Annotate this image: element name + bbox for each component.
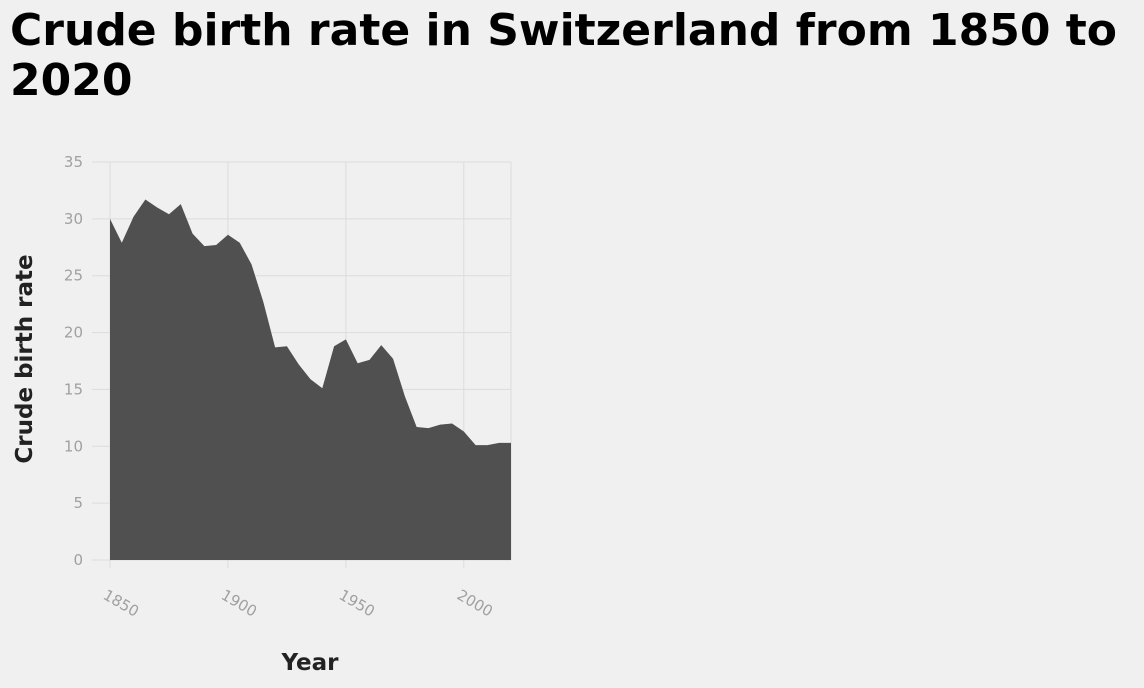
y-tick-label: 10 — [64, 437, 83, 455]
x-tick-label: 1900 — [218, 586, 260, 621]
y-tick-label: 20 — [64, 324, 83, 342]
plot-area — [110, 199, 511, 560]
x-tick-label: 1850 — [100, 586, 142, 621]
x-tick-label: 2000 — [454, 586, 496, 621]
y-tick-label: 35 — [64, 153, 83, 171]
y-tick-label: 15 — [64, 380, 83, 398]
x-tick-label: 1950 — [336, 586, 378, 621]
y-axis-title: Crude birth rate — [12, 254, 38, 463]
chart-title: Crude birth rate in Switzerland from 185… — [10, 5, 1118, 106]
y-tick-label: 30 — [64, 210, 83, 228]
x-axis-title: Year — [280, 650, 339, 676]
y-tick-label: 0 — [73, 551, 83, 569]
area-series — [110, 199, 511, 560]
y-tick-label: 5 — [73, 494, 83, 512]
y-tick-label: 25 — [64, 267, 83, 285]
